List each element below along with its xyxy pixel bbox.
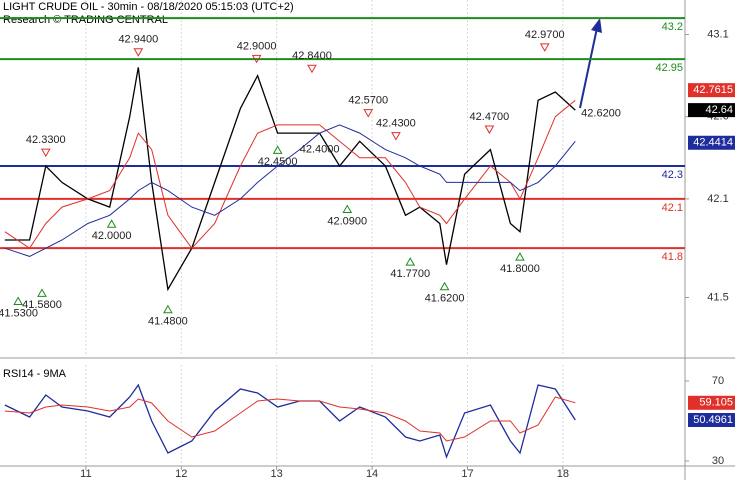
level-label: 43.2	[662, 21, 683, 33]
high-label: 42.3300	[26, 134, 66, 146]
value-box-label: 59.105	[699, 397, 733, 409]
high-marker	[539, 43, 550, 52]
series-line	[4, 396, 576, 442]
level-label: 42.3	[662, 169, 683, 181]
low-marker	[13, 296, 23, 306]
y-tick-label: 70	[712, 375, 724, 387]
low-label: 42.0000	[92, 230, 132, 242]
series-line	[4, 67, 576, 292]
x-tick-label: 14	[366, 468, 378, 480]
value-box	[688, 103, 735, 118]
value-box-label: 42.7615	[693, 84, 733, 96]
y-tick-label: 30	[712, 455, 724, 467]
y-tick-label: 42.1	[707, 193, 728, 205]
series-line	[4, 124, 576, 257]
low-label: 41.5300	[0, 307, 38, 319]
x-tick-label: 17	[461, 468, 473, 480]
value-box	[688, 413, 735, 428]
y-tick-label: 41.5	[707, 291, 728, 303]
low-marker	[163, 304, 173, 314]
value-box	[688, 83, 735, 98]
chart-title: LIGHT CRUDE OIL - 30min - 08/18/2020 05:…	[3, 1, 294, 13]
x-tick-label: 12	[175, 468, 187, 480]
low-label: 41.7700	[390, 268, 430, 280]
value-box-label: 42.64	[705, 104, 733, 116]
low-marker	[37, 288, 47, 297]
x-tick-label: 13	[271, 468, 283, 480]
high-label: 42.9000	[237, 40, 277, 52]
high-marker	[251, 54, 262, 64]
high-marker	[363, 109, 374, 118]
low-marker	[106, 219, 117, 228]
low-label: 41.8000	[500, 263, 540, 275]
high-label: 42.4300	[376, 118, 416, 130]
high-label: 42.4700	[470, 111, 510, 123]
low-label: 42.4500	[258, 156, 298, 168]
low-marker	[405, 257, 416, 266]
low-marker	[272, 145, 283, 154]
series-line	[4, 99, 576, 249]
low-marker	[342, 204, 353, 214]
value-box-label: 42.4414	[693, 137, 733, 149]
low-marker	[439, 281, 450, 291]
high-marker	[391, 132, 401, 141]
level-label: 42.95	[655, 62, 683, 74]
value-box	[688, 395, 735, 410]
high-label: 42.9700	[525, 29, 565, 41]
price-label: 42.6200	[581, 107, 621, 119]
high-marker	[133, 48, 144, 57]
high-marker	[40, 148, 51, 158]
forecast-arrow-head	[591, 18, 602, 33]
high-label: 42.8400	[292, 50, 332, 62]
low-label: 41.5800	[22, 299, 62, 311]
value-box-label: 50.4961	[693, 414, 733, 426]
chart-subtitle: Research © TRADING CENTRAL	[3, 14, 168, 26]
y-tick-label: 43.1	[707, 28, 728, 40]
high-label: 42.9400	[118, 34, 158, 46]
x-tick-label: 11	[80, 468, 91, 480]
high-marker	[307, 64, 317, 74]
low-marker	[515, 252, 525, 261]
low-label: 41.4800	[148, 316, 188, 328]
forecast-arrow	[579, 27, 598, 109]
low-label: 41.6200	[425, 293, 465, 305]
low-label: 42.0900	[327, 215, 367, 227]
price-label: 42.4000	[300, 143, 340, 155]
level-label: 41.8	[662, 251, 683, 263]
value-box	[688, 135, 735, 150]
high-label: 42.5700	[348, 95, 388, 107]
rsi-title: RSI14 - 9MA	[3, 368, 67, 380]
level-label: 42.1	[662, 202, 683, 214]
high-marker	[484, 125, 495, 135]
x-tick-label: 18	[557, 468, 569, 480]
